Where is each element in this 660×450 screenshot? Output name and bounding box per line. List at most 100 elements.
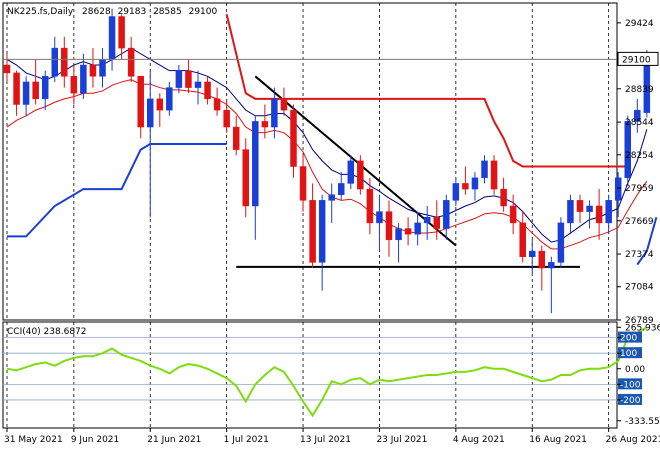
candle-64: [614, 172, 622, 218]
candle-23: [223, 98, 230, 133]
candle-body-13: [127, 47, 135, 77]
candle-18: [175, 65, 183, 94]
cci-tick-label-2: 100: [620, 349, 637, 359]
candle-4: [41, 70, 49, 111]
candle-25: [242, 138, 249, 218]
candle-49: [471, 172, 479, 201]
x-tick-label-0: 31 May 2021: [4, 435, 63, 445]
candle-body-32: [309, 200, 316, 263]
trend-line-0: [254, 75, 457, 247]
candle-body-18: [175, 70, 183, 88]
candle-16: [156, 93, 164, 128]
candle-57: [548, 256, 555, 314]
candle-body-52: [500, 188, 507, 207]
candle-51: [490, 155, 498, 195]
candle-body-1: [13, 72, 20, 105]
last-price-label: 29100: [622, 55, 651, 65]
candle-body-64: [614, 177, 622, 201]
cci-tick-label-5: -200: [620, 396, 641, 406]
candle-body-25: [242, 149, 249, 207]
candle-50: [481, 155, 488, 184]
candle-body-60: [576, 200, 584, 212]
price-tick-label-8: 27084: [625, 283, 654, 293]
candle-52: [500, 177, 507, 212]
candles: [3, 8, 651, 314]
candle-body-27: [261, 121, 269, 128]
stop-upper-line: [225, 14, 628, 168]
candle-body-42: [404, 228, 412, 235]
candle-44: [423, 205, 431, 240]
candle-7: [70, 65, 78, 105]
trend-lines: [236, 75, 580, 268]
candle-body-19: [185, 70, 192, 88]
candle-body-8: [80, 64, 87, 94]
candle-body-15: [147, 98, 154, 128]
candle-41: [395, 222, 402, 263]
svg-text:NK225.fs,Daily 28628: NK225.fs,Daily 28628 29183 28585 29100: [7, 7, 217, 17]
candle-body-36: [347, 160, 355, 184]
candle-32: [309, 183, 316, 269]
candle-body-44: [423, 217, 431, 224]
x-tick-label-6: 4 Aug 2021: [453, 435, 505, 445]
candle-body-48: [462, 183, 469, 190]
candle-body-37: [357, 160, 364, 190]
x-tick-label-4: 13 Jul 2021: [300, 435, 351, 445]
price-pane-frame: [2, 2, 618, 321]
candle-9: [89, 48, 97, 88]
candle-body-14: [137, 76, 144, 128]
x-tick-label-7: 16 Aug 2021: [529, 435, 587, 445]
candle-22: [213, 87, 221, 116]
candle-body-59: [567, 200, 574, 224]
candle-0: [3, 53, 11, 82]
candle-34: [328, 183, 335, 223]
candle-30: [290, 104, 297, 178]
candle-65: [624, 115, 631, 184]
candle-3: [32, 59, 39, 105]
x-tick-label-5: 23 Jul 2021: [376, 435, 427, 445]
candle-54: [519, 211, 526, 263]
candle-body-17: [166, 87, 173, 111]
candle-body-39: [376, 211, 383, 224]
cci-level-box-4: [618, 378, 642, 390]
candle-56: [538, 245, 546, 291]
ohlc-close: 29100: [189, 7, 218, 17]
candle-6: [61, 36, 68, 88]
candle-body-20: [194, 81, 202, 88]
candle-14: [137, 76, 144, 139]
x-tick-label-2: 21 Jun 2021: [147, 435, 201, 445]
candle-body-2: [22, 81, 30, 105]
candle-61: [586, 200, 593, 229]
candle-40: [385, 200, 393, 257]
candle-body-54: [519, 222, 526, 257]
candle-43: [414, 211, 421, 246]
candle-body-53: [509, 205, 517, 224]
candle-body-10: [99, 59, 106, 77]
cci-level-box-5: [618, 393, 642, 405]
ohlc-high: 29183: [118, 7, 147, 17]
candle-body-50: [481, 160, 488, 179]
candle-2: [22, 76, 30, 116]
cci-tick-label-0: 265.9367: [625, 323, 660, 333]
price-tick-label-3: 28544: [625, 118, 654, 128]
candle-body-5: [51, 47, 58, 77]
candle-body-47: [452, 183, 460, 201]
ohlc-low: 28585: [153, 7, 182, 17]
candle-39: [376, 194, 383, 252]
candle-body-62: [595, 205, 603, 224]
candle-48: [462, 166, 469, 195]
candle-1: [13, 70, 20, 116]
cci-tick-label-4: -100: [620, 380, 641, 390]
price-tick-label-6: 27669: [625, 217, 654, 227]
price-tick-label-4: 28254: [625, 151, 654, 161]
price-tick-label-7: 27374: [625, 250, 654, 260]
candle-66: [634, 98, 641, 133]
candle-body-65: [624, 121, 631, 179]
candle-body-51: [490, 160, 498, 190]
candle-45: [433, 200, 440, 240]
cci-tick-label-1: 200: [620, 334, 637, 344]
price-header: NK225.fs,Daily 28628 29183 28585 29100: [7, 7, 217, 17]
candle-47: [452, 177, 460, 206]
candle-body-49: [471, 177, 479, 190]
candle-60: [576, 194, 584, 223]
candle-body-6: [61, 47, 68, 77]
